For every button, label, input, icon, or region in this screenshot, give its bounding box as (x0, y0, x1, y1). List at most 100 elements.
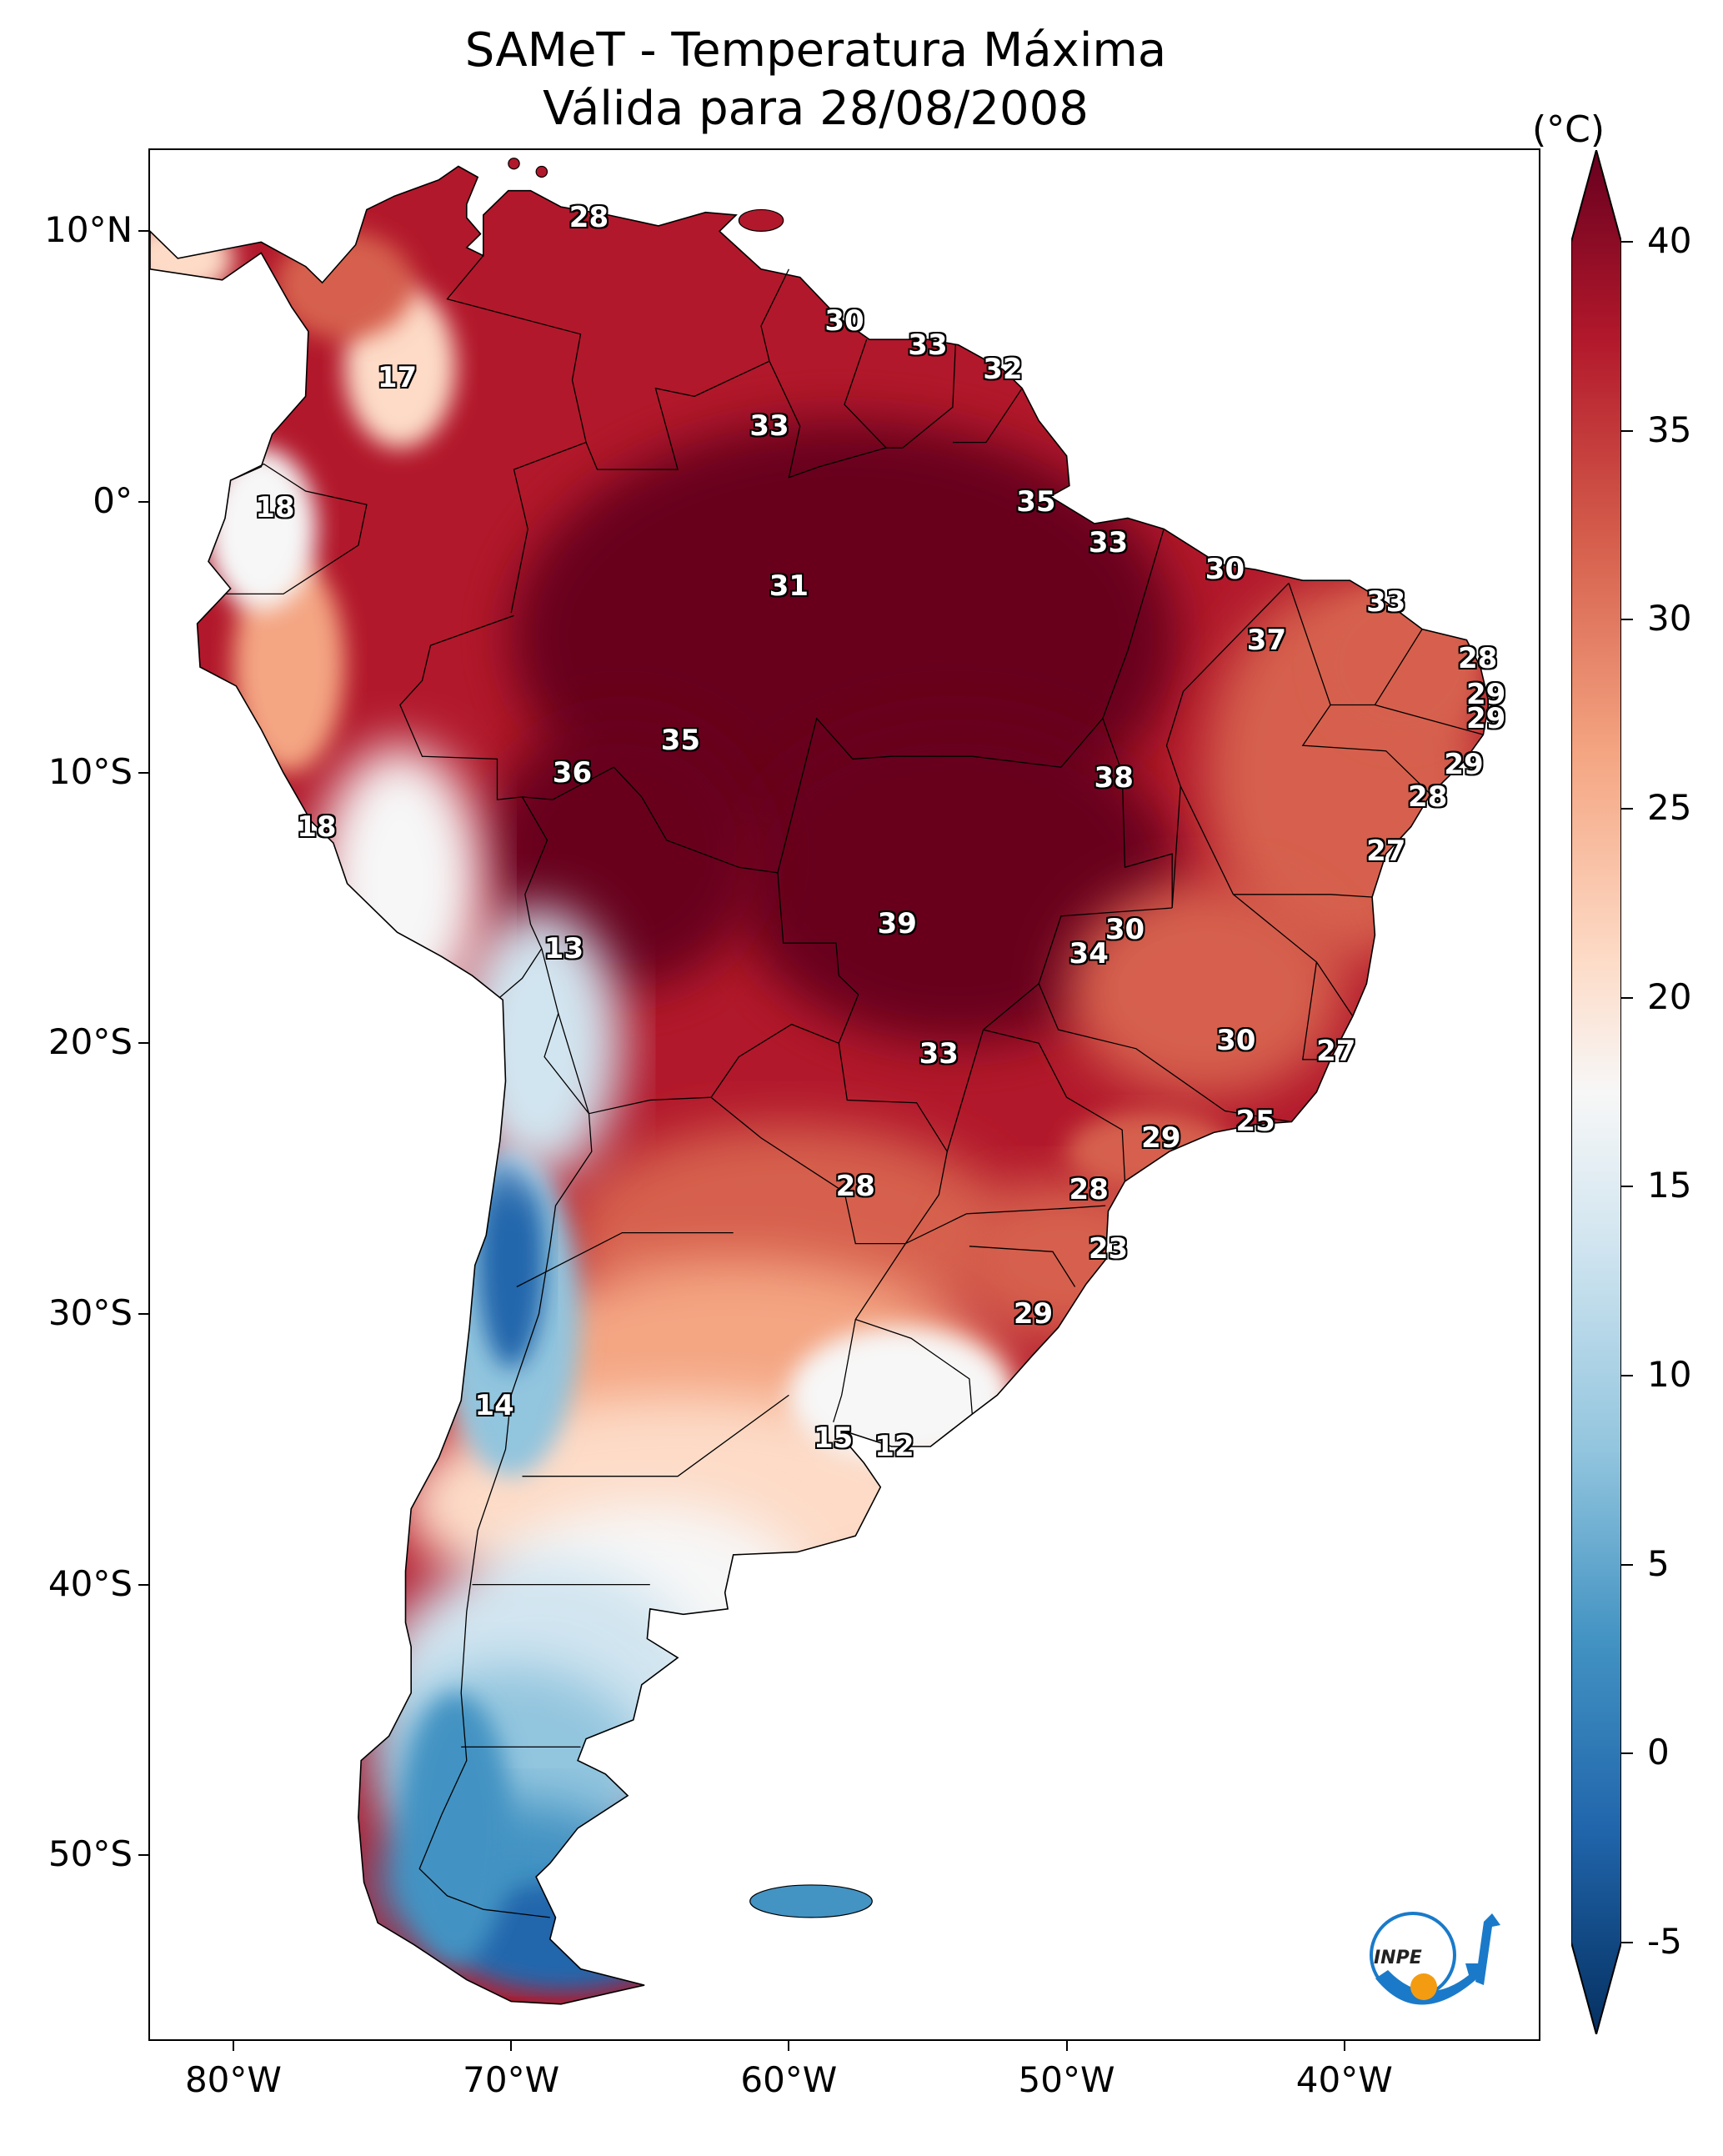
city-temperature-label: 33 (919, 1037, 959, 1071)
latitude-label: 30°S (48, 1291, 133, 1333)
colorbar-tick (1621, 429, 1633, 432)
map-title-line1: SAMeT - Temperatura Máxima (464, 23, 1167, 78)
border-line (769, 344, 956, 479)
border-line (855, 1318, 973, 1415)
colorbar-tick-label: -5 (1647, 1921, 1682, 1962)
city-temperature-label: 39 (877, 907, 917, 941)
border-line (983, 1029, 1126, 1181)
city-temperature-label: 12 (874, 1430, 914, 1464)
island (738, 208, 784, 232)
city-temperature-label: 36 (552, 755, 593, 790)
border-line (522, 1394, 789, 1477)
border-line (966, 1205, 1106, 1215)
border-line (225, 463, 368, 595)
city-temperature-label: 30 (1104, 912, 1145, 946)
city-temperature-label: 27 (1316, 1035, 1356, 1069)
longitude-label: 50°W (1018, 2059, 1115, 2100)
border-line (1180, 785, 1373, 898)
longitude-tick (510, 2041, 513, 2051)
city-temperature-label: 17 (377, 360, 418, 394)
latitude-tick (138, 1854, 148, 1857)
city-temperature-label: 30 (1205, 553, 1245, 587)
latitude-label: 10°N (44, 209, 133, 251)
latitude-label: 20°S (48, 1021, 133, 1063)
temperature-region (733, 718, 1178, 1044)
border-line (710, 1043, 948, 1245)
latitude-tick (138, 230, 148, 233)
colorbar-tick (1621, 1186, 1633, 1188)
city-temperature-label: 33 (749, 409, 789, 444)
border-line (1375, 704, 1484, 735)
latitude-label: 0° (93, 480, 133, 522)
border-line (844, 338, 887, 449)
latitude-tick (138, 771, 148, 774)
colorbar-tick (1621, 1563, 1633, 1566)
border-line (399, 614, 548, 998)
city-temperature-label: 18 (255, 490, 295, 524)
city-temperature-label: 23 (1088, 1232, 1129, 1266)
longitude-tick (788, 2041, 790, 2051)
map-frame (148, 148, 1540, 2041)
longitude-label: 70°W (463, 2059, 560, 2100)
border-line (1288, 583, 1423, 706)
latitude-tick (138, 1583, 148, 1586)
colorbar-tick-label: 15 (1647, 1165, 1692, 1206)
city-temperature-label: 30 (824, 303, 864, 338)
city-temperature-label: 14 (474, 1389, 514, 1423)
temperature-region (1066, 880, 1345, 1098)
longitude-tick (232, 2041, 234, 2051)
map-title-line2: Válida para 28/08/2008 (543, 82, 1089, 136)
colorbar-tick (1621, 619, 1633, 621)
city-temperature-label: 29 (1466, 701, 1506, 735)
longitude-tick (1343, 2041, 1345, 2051)
temperature-region (274, 231, 414, 340)
city-temperature-label: 28 (835, 1170, 875, 1204)
city-temperature-label: 35 (1016, 485, 1056, 519)
border-line (777, 529, 1165, 873)
colorbar-tick (1621, 241, 1633, 243)
colorbar (1571, 150, 1621, 2034)
colorbar-tick (1621, 1375, 1633, 1376)
temperature-region (455, 907, 623, 1179)
colorbar-tick-label: 30 (1647, 598, 1692, 639)
latitude-tick (138, 1042, 148, 1045)
colorbar-tick (1621, 1752, 1633, 1755)
border-line (522, 766, 859, 1044)
latitude-tick (138, 1312, 148, 1315)
city-temperature-label: 33 (908, 328, 948, 362)
border-line (446, 255, 587, 614)
city-temperature-label: 28 (568, 201, 609, 235)
border-line (1301, 704, 1431, 795)
national-state-borders (225, 255, 1484, 1918)
city-temperature-label: 35 (660, 723, 701, 757)
city-temperature-label: 34 (1069, 937, 1109, 971)
colorbar-tick-label: 5 (1647, 1542, 1670, 1584)
city-temperature-label: 28 (1458, 642, 1498, 676)
city-temperature-label: 38 (1094, 761, 1134, 795)
island (508, 158, 520, 170)
city-temperature-label: 33 (1366, 585, 1406, 619)
temperature-region (316, 745, 483, 1016)
city-temperature-label: 37 (1246, 623, 1287, 657)
border-line (418, 1013, 593, 1918)
temperature-map (150, 158, 1490, 2005)
border-line (1302, 961, 1331, 1060)
longitude-label: 80°W (184, 2059, 282, 2100)
city-temperature-label: 28 (1408, 780, 1448, 814)
colorbar-tick-label: 20 (1647, 975, 1692, 1017)
colorbar-unit: (°C) (1532, 108, 1605, 151)
city-temperature-label: 32 (983, 352, 1023, 386)
border-line (541, 948, 839, 1115)
colorbar-tick (1621, 1942, 1633, 1943)
colorbar-bar (1571, 150, 1621, 2034)
city-temperature-label: 29 (1141, 1121, 1181, 1155)
temperature-region (399, 1692, 512, 1964)
temperature-region (478, 1151, 545, 1368)
border-line (969, 1246, 1076, 1287)
latitude-tick (138, 501, 148, 504)
city-temperature-label: 25 (1235, 1105, 1275, 1139)
longitude-label: 40°W (1295, 2059, 1393, 2100)
city-temperature-label: 18 (297, 810, 337, 844)
colorbar-tick (1621, 996, 1633, 999)
latitude-label: 10°S (48, 750, 133, 792)
